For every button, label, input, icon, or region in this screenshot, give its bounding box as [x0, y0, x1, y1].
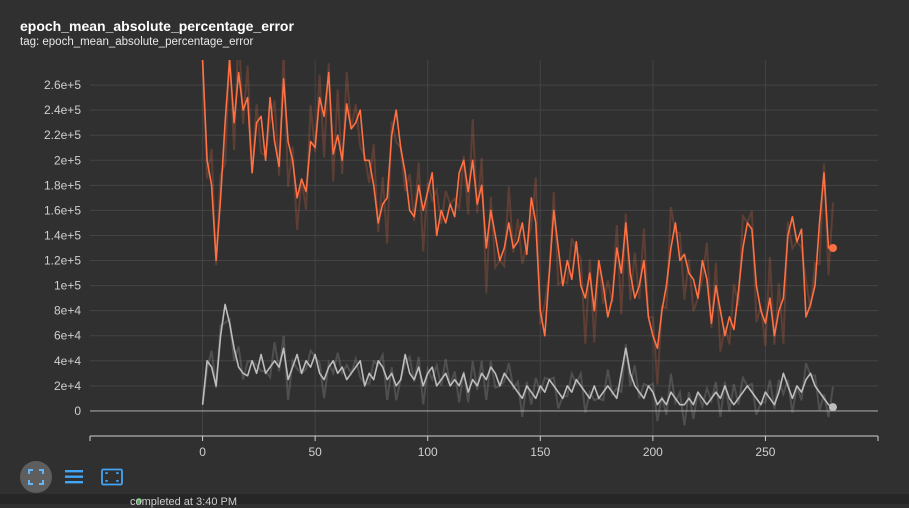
fit-domain-button[interactable] [20, 461, 52, 493]
y-tick-label: 2e+4 [54, 379, 81, 393]
x-tick-label: 200 [643, 445, 663, 459]
series-end-point [828, 244, 837, 252]
chart-tag: tag: epoch_mean_absolute_percentage_erro… [20, 36, 254, 48]
y-tick-label: 8e+4 [54, 304, 81, 318]
x-tick-label: 0 [199, 445, 206, 459]
x-tick-label: 250 [755, 445, 775, 459]
y-tick-label: 1.8e+5 [44, 178, 81, 192]
chart-canvas[interactable]: 0 2e+4 4e+4 6e+4 8e+4 1e+5 1.2e+5 1.4e+5 1.6e+5 1… [0, 0, 909, 460]
y-tick-label: 2.6e+5 [44, 78, 81, 92]
x-tick-label: 100 [418, 445, 438, 459]
status-bar [0, 494, 909, 504]
toggle-lines-icon [65, 470, 83, 484]
y-tick-label: 1.4e+5 [44, 228, 81, 242]
y-tick-label: 4e+4 [54, 354, 81, 368]
status-check-icon [136, 498, 142, 504]
series-line [201, 303, 834, 408]
axes [89, 410, 879, 441]
y-tick-label: 2.2e+5 [44, 128, 81, 142]
y-tick-label: 0 [74, 404, 81, 418]
y-tick-label: 6e+4 [54, 329, 81, 343]
series-line [201, 60, 833, 350]
expand-button[interactable] [96, 461, 128, 493]
y-tick-label: 2.4e+5 [44, 103, 81, 117]
y-tick-label: 1e+5 [54, 279, 81, 293]
tick-labels: 0 2e+4 4e+4 6e+4 8e+4 1e+5 1.2e+5 1.4e+5 1.6e+5 1… [44, 78, 776, 459]
series-end-point [828, 403, 837, 412]
chart-toolbar [20, 460, 128, 494]
chart-title: epoch_mean_absolute_percentage_error [20, 18, 294, 34]
toggle-lines-button[interactable] [58, 461, 90, 493]
y-tick-label: 1.6e+5 [44, 203, 81, 217]
series-layer [201, 60, 837, 426]
status-text: completed at 3:40 PM [130, 496, 238, 508]
expand-icon [101, 468, 123, 486]
series-raw-line [201, 317, 834, 426]
x-tick-label: 50 [308, 445, 322, 459]
y-tick-label: 2e+5 [54, 153, 81, 167]
y-tick-label: 1.2e+5 [44, 254, 81, 268]
x-tick-label: 150 [530, 445, 550, 459]
series-raw-line [201, 60, 834, 385]
fit-domain-icon [28, 469, 44, 485]
